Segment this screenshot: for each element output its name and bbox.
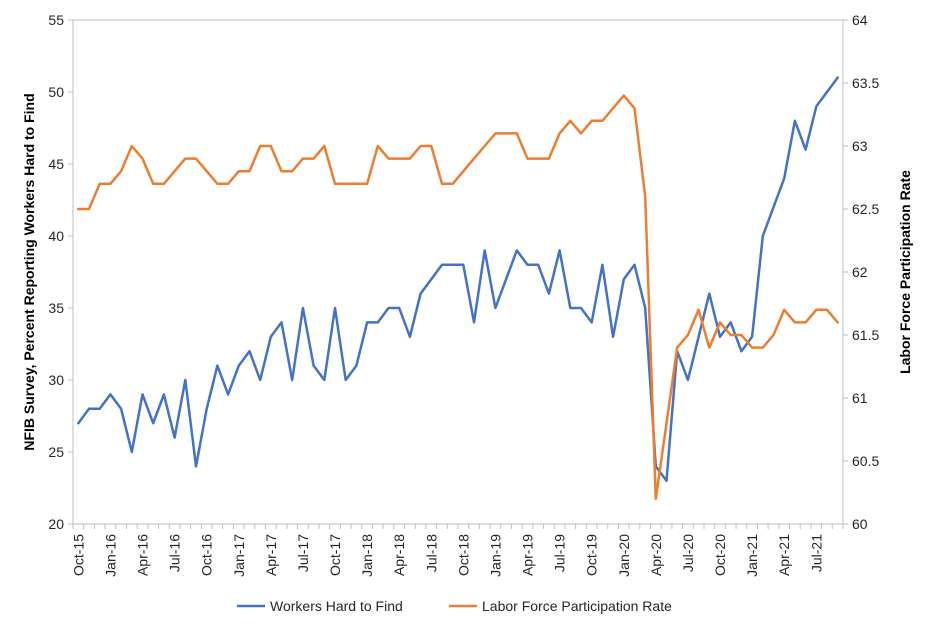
y-left-tick-label: 35 xyxy=(48,300,64,316)
y-left-tick-label: 45 xyxy=(48,156,64,172)
x-tick-label: Jan-19 xyxy=(487,534,503,577)
y-right-axis-ticks: 60 60.5 61 61.5 62 62.5 63 63.5 64 xyxy=(843,12,879,532)
legend-label-workers: Workers Hard to Find xyxy=(270,598,403,614)
x-tick-label: Apr-16 xyxy=(135,534,151,576)
x-tick-label: Jul-16 xyxy=(167,534,183,572)
x-tick-label: Jan-17 xyxy=(231,534,247,577)
x-tick-label: Jul-18 xyxy=(423,534,439,572)
series-lines xyxy=(77,76,839,501)
x-tick-label: Oct-18 xyxy=(455,534,471,576)
y-left-tick-label: 20 xyxy=(48,516,64,532)
y-left-tick-label: 30 xyxy=(48,372,64,388)
x-tick-label: Jan-20 xyxy=(616,534,632,577)
x-tick-label: Apr-19 xyxy=(520,534,536,576)
x-tick-label: Apr-18 xyxy=(391,534,407,576)
y-right-tick-label: 64 xyxy=(852,12,868,28)
y-right-tick-label: 61.5 xyxy=(852,327,879,343)
x-tick-label: Jul-21 xyxy=(808,534,824,572)
y-right-tick-label: 62.5 xyxy=(852,201,879,217)
y-right-tick-label: 61 xyxy=(852,390,868,406)
x-tick-label: Oct-19 xyxy=(584,534,600,576)
y-right-tick-label: 62 xyxy=(852,264,868,280)
x-tick-label: Jan-16 xyxy=(102,534,118,577)
x-tick-label: Jul-20 xyxy=(680,534,696,572)
series-line-labor-force-participation xyxy=(77,94,839,501)
x-axis-ticks: Oct-15 Jan-16 Apr-16 Jul-16 Oct-16 Jan-17 Apr-… xyxy=(70,524,844,577)
y-left-axis-title: NFIB Survey, Percent Reporting Workers H… xyxy=(21,93,37,450)
y-left-tick-label: 40 xyxy=(48,228,64,244)
x-tick-label: Apr-21 xyxy=(776,534,792,576)
y-left-tick-label: 50 xyxy=(48,84,64,100)
x-tick-label: Oct-16 xyxy=(199,534,215,576)
x-tick-label: Oct-17 xyxy=(327,534,343,576)
y-right-axis-title: Labor Force Participation Rate xyxy=(897,170,913,374)
y-right-tick-label: 60.5 xyxy=(852,453,879,469)
plot-area xyxy=(72,19,844,525)
y-left-tick-label: 25 xyxy=(48,444,64,460)
x-tick-label: Jul-19 xyxy=(552,534,568,572)
y-left-tick-label: 55 xyxy=(48,12,64,28)
y-right-tick-label: 63 xyxy=(852,138,868,154)
series-line-workers-hard-to-find xyxy=(77,76,839,483)
y-right-tick-label: 63.5 xyxy=(852,75,879,91)
x-tick-label: Apr-20 xyxy=(648,534,664,576)
x-tick-label: Jul-17 xyxy=(295,534,311,572)
x-tick-label: Jan-21 xyxy=(744,534,760,577)
y-left-axis-ticks: 20 25 30 35 40 45 50 55 xyxy=(48,12,73,532)
y-right-tick-label: 60 xyxy=(852,516,868,532)
legend: Workers Hard to Find Labor Force Partici… xyxy=(237,598,672,614)
x-tick-label: Oct-20 xyxy=(712,534,728,576)
x-tick-label: Jan-18 xyxy=(359,534,375,577)
x-tick-label: Oct-15 xyxy=(70,534,86,576)
legend-label-lfpr: Labor Force Participation Rate xyxy=(482,598,672,614)
x-tick-label: Apr-17 xyxy=(263,534,279,576)
